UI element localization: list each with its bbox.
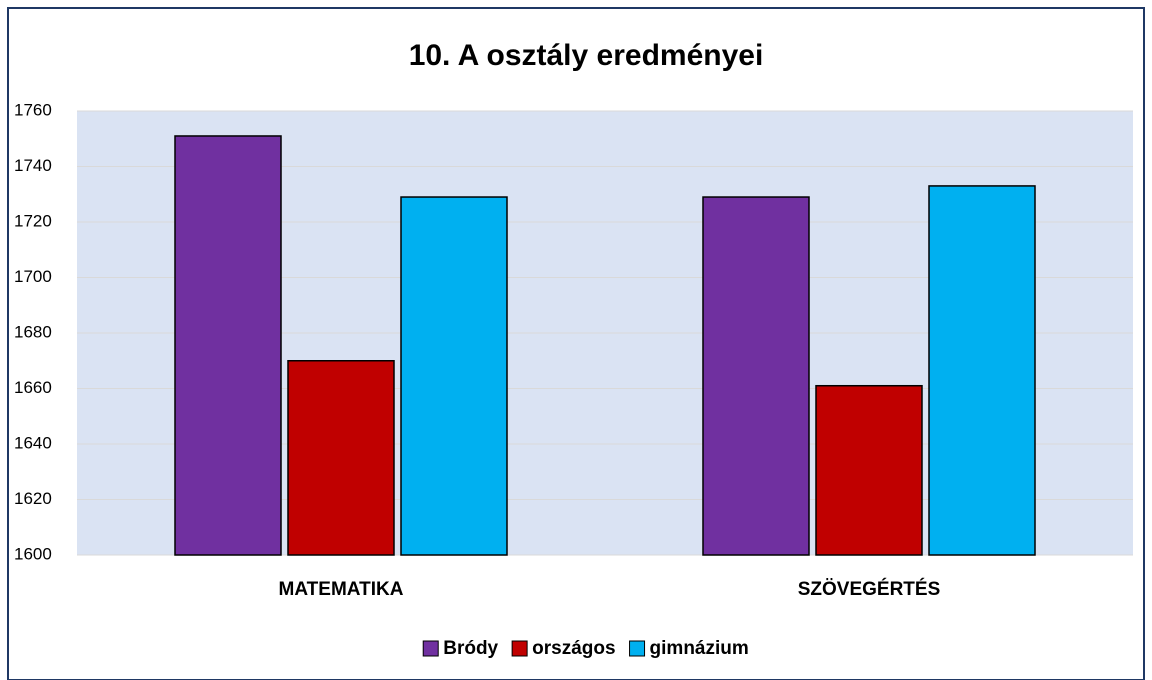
legend-item: gimnázium	[629, 638, 749, 659]
y-tick-label: 1760	[14, 100, 52, 119]
y-tick-label: 1620	[14, 489, 52, 508]
legend-item: Bródy	[422, 638, 499, 659]
y-tick-label: 1720	[14, 211, 52, 230]
y-tick-label: 1600	[14, 544, 52, 563]
y-tick-label: 1660	[14, 378, 52, 397]
bar	[287, 360, 395, 556]
legend-label: gimnázium	[650, 638, 749, 659]
bar	[400, 196, 508, 556]
x-tick-label: MATEMATIKA	[279, 579, 404, 600]
legend-label: országos	[532, 638, 615, 659]
legend-swatch	[629, 640, 646, 657]
legend-item: országos	[511, 638, 616, 659]
legend-label: Bródy	[443, 638, 498, 659]
bar	[702, 196, 810, 556]
legend-swatch	[511, 640, 528, 657]
x-tick-label: SZÖVEGÉRTÉS	[798, 578, 941, 600]
bar	[928, 185, 1036, 556]
bar	[174, 135, 282, 556]
y-tick-label: 1740	[14, 156, 52, 175]
y-tick-label: 1640	[14, 433, 52, 452]
y-tick-label: 1680	[14, 322, 52, 341]
legend-swatch	[422, 640, 439, 657]
chart-title: 10. A osztály eredményei	[409, 39, 764, 72]
y-tick-label: 1700	[14, 267, 52, 286]
bar	[815, 384, 923, 556]
